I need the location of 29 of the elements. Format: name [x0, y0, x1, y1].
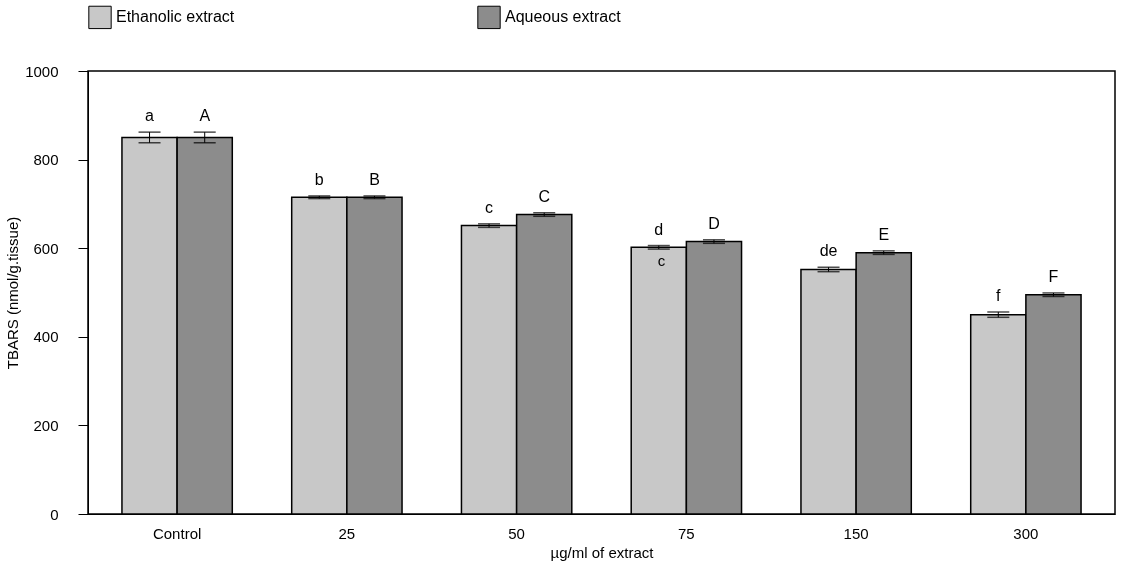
x-tick-label: 300 [1013, 524, 1039, 542]
data-label: b [314, 170, 324, 188]
x-tick-label: 150 [843, 524, 869, 542]
data-label: d [654, 220, 664, 238]
y-tick-label: 0 [50, 505, 59, 523]
data-label: D [708, 214, 720, 232]
data-label: B [369, 170, 380, 188]
data-label: de [819, 242, 838, 260]
data-label: c [485, 198, 494, 216]
y-tick-label: 400 [33, 328, 59, 346]
data-label: F [1048, 267, 1059, 285]
x-tick-label: Control [152, 524, 202, 542]
legend-label: Ethanolic extract [116, 8, 235, 26]
data-label: a [145, 107, 155, 125]
y-axis-title: TBARS (nmol/g.tissue) [4, 216, 22, 370]
data-label: C [538, 187, 550, 205]
y-tick-label: 600 [33, 239, 59, 257]
x-tick-label: 75 [678, 524, 695, 542]
x-tick-label: 25 [338, 524, 356, 542]
y-tick-label: 200 [33, 416, 59, 434]
annotation: c [657, 252, 666, 270]
data-label: f [996, 286, 1002, 304]
legend-label: Aqueous extract [505, 8, 622, 26]
data-label: A [199, 107, 211, 125]
x-axis-title: µg/ml of extract [550, 543, 655, 561]
x-tick-label: 50 [508, 524, 525, 542]
y-tick-label: 1000 [25, 62, 59, 80]
data-label: E [878, 225, 890, 243]
y-tick-label: 800 [33, 151, 59, 169]
